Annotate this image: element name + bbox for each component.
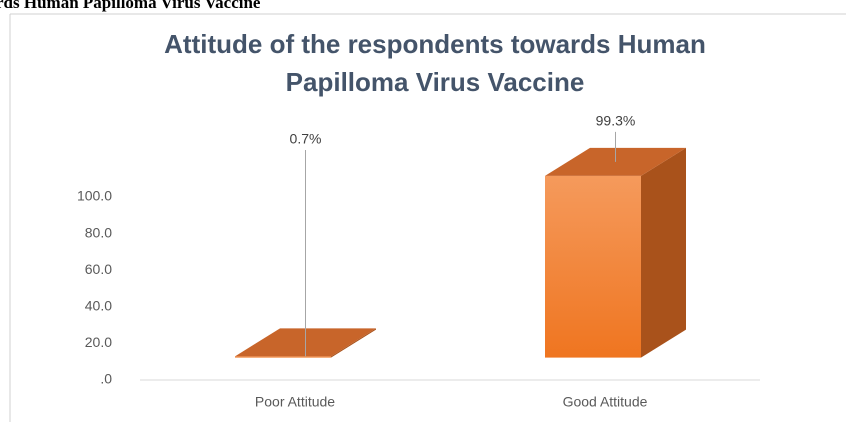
data-label: 0.7% — [290, 131, 322, 147]
y-tick-label: 80.0 — [85, 224, 112, 240]
page-heading: rds Human Papilloma Virus Vaccine — [0, 0, 261, 12]
y-tick-label: .0 — [100, 371, 112, 387]
bar-side — [641, 147, 686, 358]
x-tick-label: Good Attitude — [563, 394, 648, 410]
bar-side — [331, 328, 376, 358]
chart-title: Papilloma Virus Vaccine — [286, 67, 585, 97]
y-tick-label: 60.0 — [85, 261, 112, 277]
y-tick-label: 40.0 — [85, 298, 112, 314]
x-tick-label: Poor Attitude — [255, 394, 335, 410]
data-label: 99.3% — [596, 113, 636, 129]
y-tick-label: 100.0 — [77, 188, 112, 204]
y-tick-label: 20.0 — [85, 334, 112, 350]
chart-title: Attitude of the respondents towards Huma… — [164, 29, 706, 59]
bar-front — [545, 175, 641, 358]
bar — [545, 147, 686, 358]
bar-front — [235, 356, 331, 358]
